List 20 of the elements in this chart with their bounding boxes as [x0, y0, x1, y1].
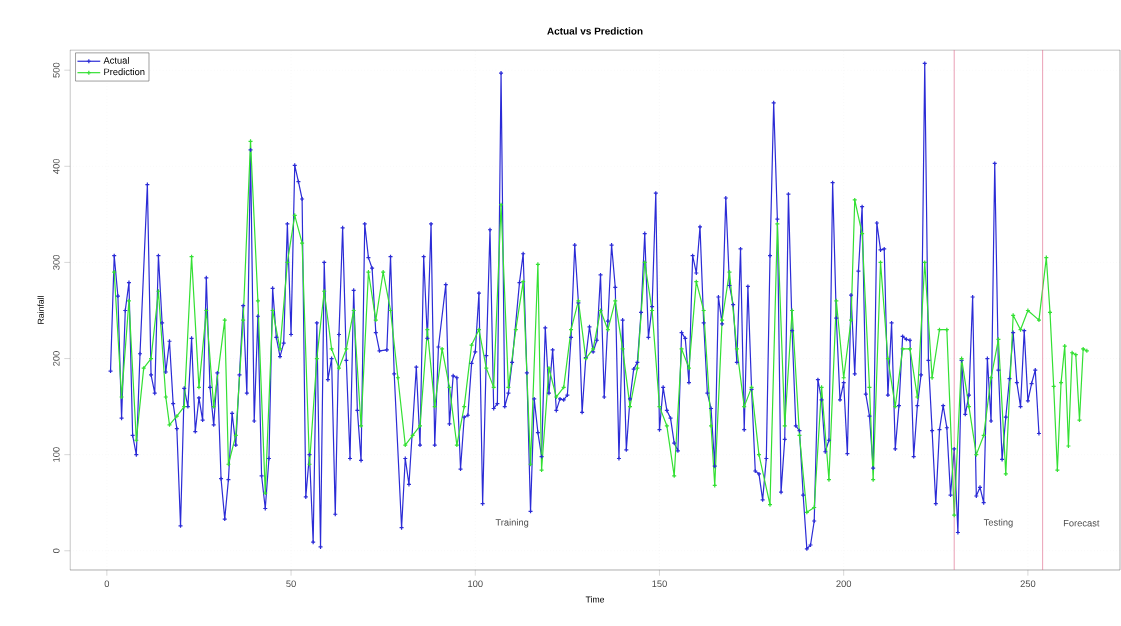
y-tick-label: 200 [53, 351, 60, 366]
chart-title: Actual vs Prediction [547, 27, 643, 35]
y-tick-label: 0 [53, 548, 60, 554]
x-tick-label: 250 [1020, 580, 1036, 587]
y-tick-label: 300 [53, 255, 60, 270]
x-tick-label: 0 [104, 580, 110, 587]
annotation: Forecast [1063, 519, 1100, 527]
y-axis-title: Rainfall [37, 296, 44, 324]
y-tick-label: 400 [53, 158, 60, 174]
legend-label: Actual [103, 56, 129, 64]
y-tick-label: 500 [53, 62, 60, 78]
legend-label: Prediction [104, 68, 145, 76]
x-tick-label: 150 [652, 580, 667, 587]
annotation: Training [495, 518, 529, 528]
annotation: Testing [983, 518, 1013, 528]
y-tick-label: 100 [53, 447, 60, 462]
x-tick-label: 200 [836, 580, 852, 587]
x-tick-label: 100 [468, 580, 483, 587]
x-tick-label: 50 [286, 580, 296, 587]
x-axis-title: Time [585, 596, 605, 603]
